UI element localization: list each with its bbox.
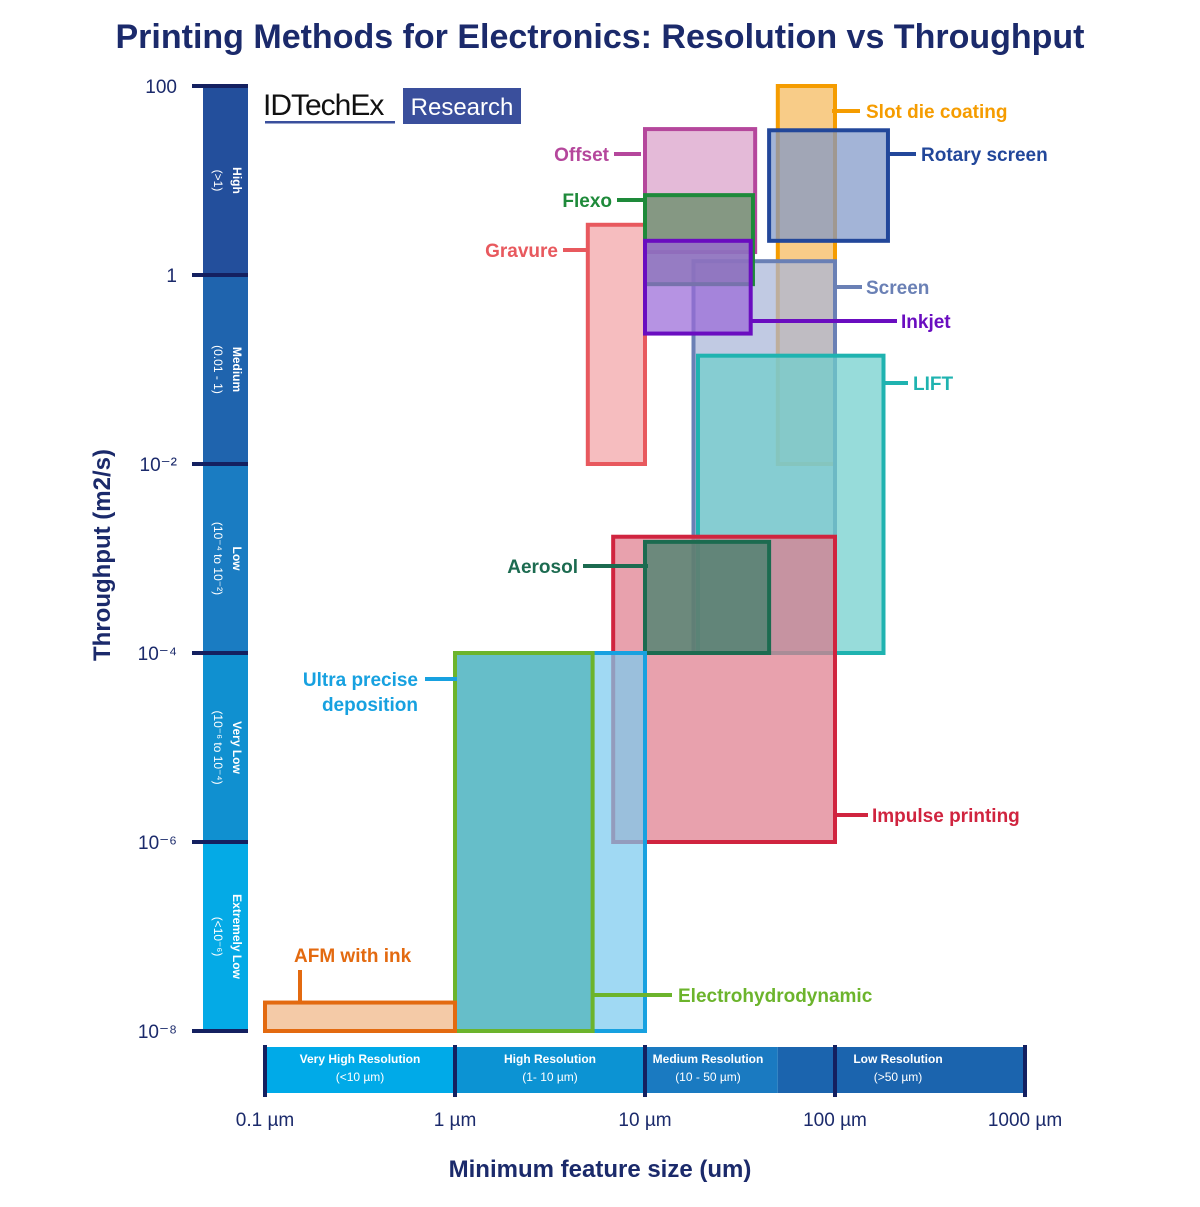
x-band-medium-resolution <box>645 1047 778 1093</box>
x-band-range: (10 - 50 µm) <box>675 1070 741 1084</box>
x-tick-label: 1 µm <box>434 1110 477 1131</box>
y-band-name: High <box>230 167 244 194</box>
y-tick-label: 1 <box>166 266 177 287</box>
box-aerosol <box>643 539 772 655</box>
y-band-name: Extremely Low <box>230 894 244 979</box>
method-boxes <box>263 84 890 1034</box>
x-tick-label: 1000 µm <box>988 1110 1062 1131</box>
box-rotary-screen <box>767 128 890 243</box>
x-tick-label: 0.1 µm <box>236 1110 294 1131</box>
x-band-high-resolution <box>455 1047 645 1093</box>
x-tick <box>453 1045 457 1097</box>
y-band-medium <box>203 275 248 464</box>
y-tick <box>192 1029 248 1033</box>
y-band-name: Very Low <box>230 721 244 774</box>
label-impulse-printing: Impulse printing <box>872 806 1020 827</box>
label-inkjet: Inkjet <box>901 312 951 333</box>
label-electrohydrodynamic: Electrohydrodynamic <box>678 986 873 1007</box>
y-band-range: (<10⁻⁶) <box>211 917 225 957</box>
x-band-name: Very High Resolution <box>300 1052 421 1066</box>
y-axis-label: Throughput (m2/s) <box>89 449 116 661</box>
box-afm-with-ink <box>263 1000 457 1034</box>
y-band-range: (>1) <box>211 170 225 192</box>
label-ultra-precise-line2: deposition <box>322 695 418 716</box>
chart-title: Printing Methods for Electronics: Resolu… <box>116 18 1085 56</box>
y-tick <box>192 651 248 655</box>
x-band-low-resolution <box>777 1047 1025 1093</box>
x-band-range: (<10 µm) <box>336 1070 385 1084</box>
x-tick <box>643 1045 647 1097</box>
label-ultra-precise-line1: Ultra precise <box>303 670 418 691</box>
y-tick-label: 100 <box>145 77 177 98</box>
y-tick <box>192 462 248 466</box>
x-bands: Very High Resolution (<10 µm) High Resolut… <box>236 1045 1062 1131</box>
label-offset: Offset <box>554 145 610 166</box>
x-band-name: High Resolution <box>504 1052 596 1066</box>
y-band-very-low <box>203 653 248 842</box>
logo-brand: IDTechEx <box>263 89 384 122</box>
x-tick <box>1023 1045 1027 1097</box>
x-tick <box>263 1045 267 1097</box>
y-band-name: Medium <box>230 347 244 392</box>
y-bands: High (>1) Medium (0.01 - 1) Low (10⁻⁴ to 10⁻²… <box>138 77 248 1043</box>
y-tick-label: 10⁻⁸ <box>138 1022 177 1043</box>
y-tick <box>192 840 248 844</box>
y-tick <box>192 273 248 277</box>
logo-suffix: Research <box>411 94 514 121</box>
y-band-range: (10⁻⁶ to 10⁻⁴) <box>211 710 225 784</box>
y-tick-label: 10⁻² <box>140 455 178 476</box>
x-axis-label: Minimum feature size (um) <box>449 1156 752 1183</box>
label-afm-with-ink: AFM with ink <box>294 946 412 967</box>
x-band-name: Medium Resolution <box>653 1052 764 1066</box>
label-slot-die-coating: Slot die coating <box>866 102 1007 123</box>
y-tick-label: 10⁻⁶ <box>138 833 177 854</box>
box-gravure <box>585 222 648 466</box>
x-band-very-high-resolution <box>265 1047 455 1093</box>
logo-box <box>403 88 521 124</box>
y-band-range: (0.01 - 1) <box>211 345 225 394</box>
box-electrohydrodynamic <box>453 651 595 1033</box>
y-band-name: Low <box>230 547 244 572</box>
y-tick-label: 10⁻⁴ <box>138 644 177 665</box>
y-band-low <box>203 464 248 653</box>
logo-underline <box>265 121 395 124</box>
label-screen: Screen <box>866 278 929 299</box>
x-band-range: (1- 10 µm) <box>522 1070 578 1084</box>
y-band-extremely-low <box>203 842 248 1031</box>
x-tick-label: 10 µm <box>618 1110 671 1131</box>
label-flexo: Flexo <box>562 191 612 212</box>
label-aerosol: Aerosol <box>507 557 578 578</box>
x-band-name: Low Resolution <box>853 1052 942 1066</box>
label-rotary-screen: Rotary screen <box>921 145 1048 166</box>
x-tick-label: 100 µm <box>803 1110 867 1131</box>
y-tick <box>192 84 248 88</box>
box-inkjet <box>643 238 753 336</box>
label-gravure: Gravure <box>485 241 558 262</box>
label-lift: LIFT <box>913 374 953 395</box>
logo: IDTechEx Research <box>263 88 521 124</box>
x-tick <box>833 1045 837 1097</box>
method-labels: Gravure Offset Slot die coating Rotary scre… <box>294 102 1048 1007</box>
y-band-high <box>203 86 248 275</box>
y-band-range: (10⁻⁴ to 10⁻²) <box>211 522 225 595</box>
x-band-range: (>50 µm) <box>874 1070 923 1084</box>
